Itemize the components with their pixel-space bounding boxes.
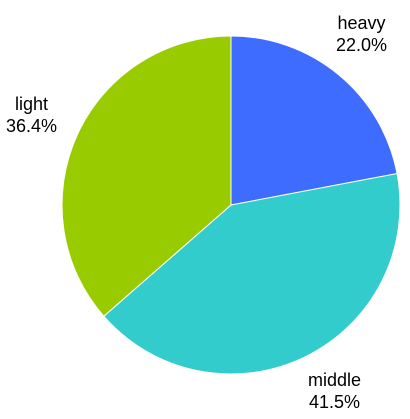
pie-slice-heavy xyxy=(230,35,398,206)
slice-label-heavy: heavy 22.0% xyxy=(336,12,387,56)
slice-label-middle: middle 41.5% xyxy=(308,369,361,413)
slice-percent-light: 36.4% xyxy=(6,116,58,136)
slice-name-middle: middle xyxy=(308,370,362,390)
pie-slice-middle xyxy=(103,172,401,375)
slice-percent-middle: 41.5% xyxy=(308,392,361,412)
slice-name-light: light xyxy=(15,94,49,114)
slice-name-heavy: heavy xyxy=(337,13,386,33)
slice-percent-heavy: 22.0% xyxy=(336,35,388,55)
pie-slice-light xyxy=(61,35,232,317)
slice-label-light: light 36.4% xyxy=(6,93,57,137)
